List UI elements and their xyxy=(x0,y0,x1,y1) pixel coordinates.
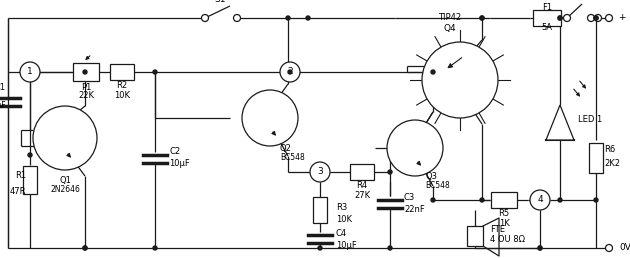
Text: 4 OU 8Ω: 4 OU 8Ω xyxy=(490,236,525,245)
Bar xyxy=(110,64,134,80)
Bar xyxy=(23,166,37,194)
Text: FTE: FTE xyxy=(490,225,505,235)
Text: C4: C4 xyxy=(336,230,347,238)
Bar xyxy=(313,197,327,223)
Circle shape xyxy=(594,16,598,20)
Text: Q4: Q4 xyxy=(444,23,456,33)
Circle shape xyxy=(153,70,157,74)
Text: TIP42: TIP42 xyxy=(438,13,462,22)
Text: 10K: 10K xyxy=(336,215,352,224)
Text: C2: C2 xyxy=(169,148,180,157)
Circle shape xyxy=(387,120,443,176)
Bar xyxy=(533,10,561,26)
Circle shape xyxy=(83,70,87,74)
Text: R3: R3 xyxy=(336,204,347,213)
Circle shape xyxy=(431,70,435,74)
Text: 5A: 5A xyxy=(542,23,553,33)
Circle shape xyxy=(280,62,300,82)
Text: F1: F1 xyxy=(542,4,552,12)
Text: 1: 1 xyxy=(27,68,33,77)
Circle shape xyxy=(594,16,598,20)
Circle shape xyxy=(20,62,40,82)
Bar xyxy=(589,143,603,173)
Text: Q2: Q2 xyxy=(280,143,292,152)
Bar xyxy=(350,164,374,180)
Circle shape xyxy=(286,16,290,20)
Circle shape xyxy=(242,90,298,146)
Circle shape xyxy=(83,246,87,250)
Circle shape xyxy=(563,14,571,21)
Circle shape xyxy=(306,16,310,20)
Text: Q1: Q1 xyxy=(59,175,71,184)
Text: 2N2646: 2N2646 xyxy=(50,186,80,195)
Text: 10μF: 10μF xyxy=(336,241,357,251)
Text: 10μF: 10μF xyxy=(169,159,190,168)
Text: S1: S1 xyxy=(214,0,226,4)
Polygon shape xyxy=(546,105,574,140)
Circle shape xyxy=(605,14,612,21)
Bar xyxy=(491,192,517,208)
Text: R1: R1 xyxy=(15,171,26,180)
Circle shape xyxy=(431,198,435,202)
Circle shape xyxy=(480,198,484,202)
Text: 47R: 47R xyxy=(9,188,26,197)
Circle shape xyxy=(538,246,542,250)
Text: P1: P1 xyxy=(81,83,91,92)
Circle shape xyxy=(33,106,97,170)
Circle shape xyxy=(234,14,241,21)
Text: 2: 2 xyxy=(287,68,293,77)
Text: C1: C1 xyxy=(0,84,6,93)
Text: LED 1: LED 1 xyxy=(578,115,602,124)
Text: R2: R2 xyxy=(117,82,127,91)
Bar xyxy=(467,226,483,246)
Circle shape xyxy=(28,153,32,157)
Circle shape xyxy=(558,16,562,20)
Text: 22nF: 22nF xyxy=(404,206,425,214)
Circle shape xyxy=(288,70,292,74)
Text: BC548: BC548 xyxy=(425,181,450,190)
Circle shape xyxy=(480,16,484,20)
Text: 1K: 1K xyxy=(498,220,510,229)
Text: 220μF: 220μF xyxy=(0,101,6,109)
Circle shape xyxy=(388,246,392,250)
Text: 0V: 0V xyxy=(619,244,630,253)
Circle shape xyxy=(388,170,392,174)
Text: S2: S2 xyxy=(575,0,586,3)
Circle shape xyxy=(153,246,157,250)
Circle shape xyxy=(594,198,598,202)
Text: 3: 3 xyxy=(317,167,323,176)
Text: 4: 4 xyxy=(537,196,543,205)
Circle shape xyxy=(310,162,330,182)
Circle shape xyxy=(595,14,602,21)
Circle shape xyxy=(422,42,498,118)
Text: 27K: 27K xyxy=(354,191,370,200)
Text: Q3: Q3 xyxy=(425,172,437,181)
Text: R6: R6 xyxy=(604,146,616,155)
Circle shape xyxy=(318,246,322,250)
Circle shape xyxy=(558,198,562,202)
Circle shape xyxy=(83,246,87,250)
Circle shape xyxy=(202,14,209,21)
Text: 10K: 10K xyxy=(114,91,130,100)
Bar xyxy=(73,63,99,81)
Circle shape xyxy=(480,16,484,20)
Text: C3: C3 xyxy=(404,192,415,201)
Circle shape xyxy=(538,246,542,250)
Circle shape xyxy=(588,14,595,21)
Text: R5: R5 xyxy=(498,209,510,219)
Circle shape xyxy=(558,16,562,20)
Circle shape xyxy=(605,245,612,252)
Text: 22K: 22K xyxy=(78,92,94,101)
Text: + 12V: + 12V xyxy=(619,13,630,22)
Text: BC548: BC548 xyxy=(280,154,305,163)
Text: R4: R4 xyxy=(357,181,367,190)
Circle shape xyxy=(530,190,550,210)
Text: 2K2: 2K2 xyxy=(604,158,620,167)
